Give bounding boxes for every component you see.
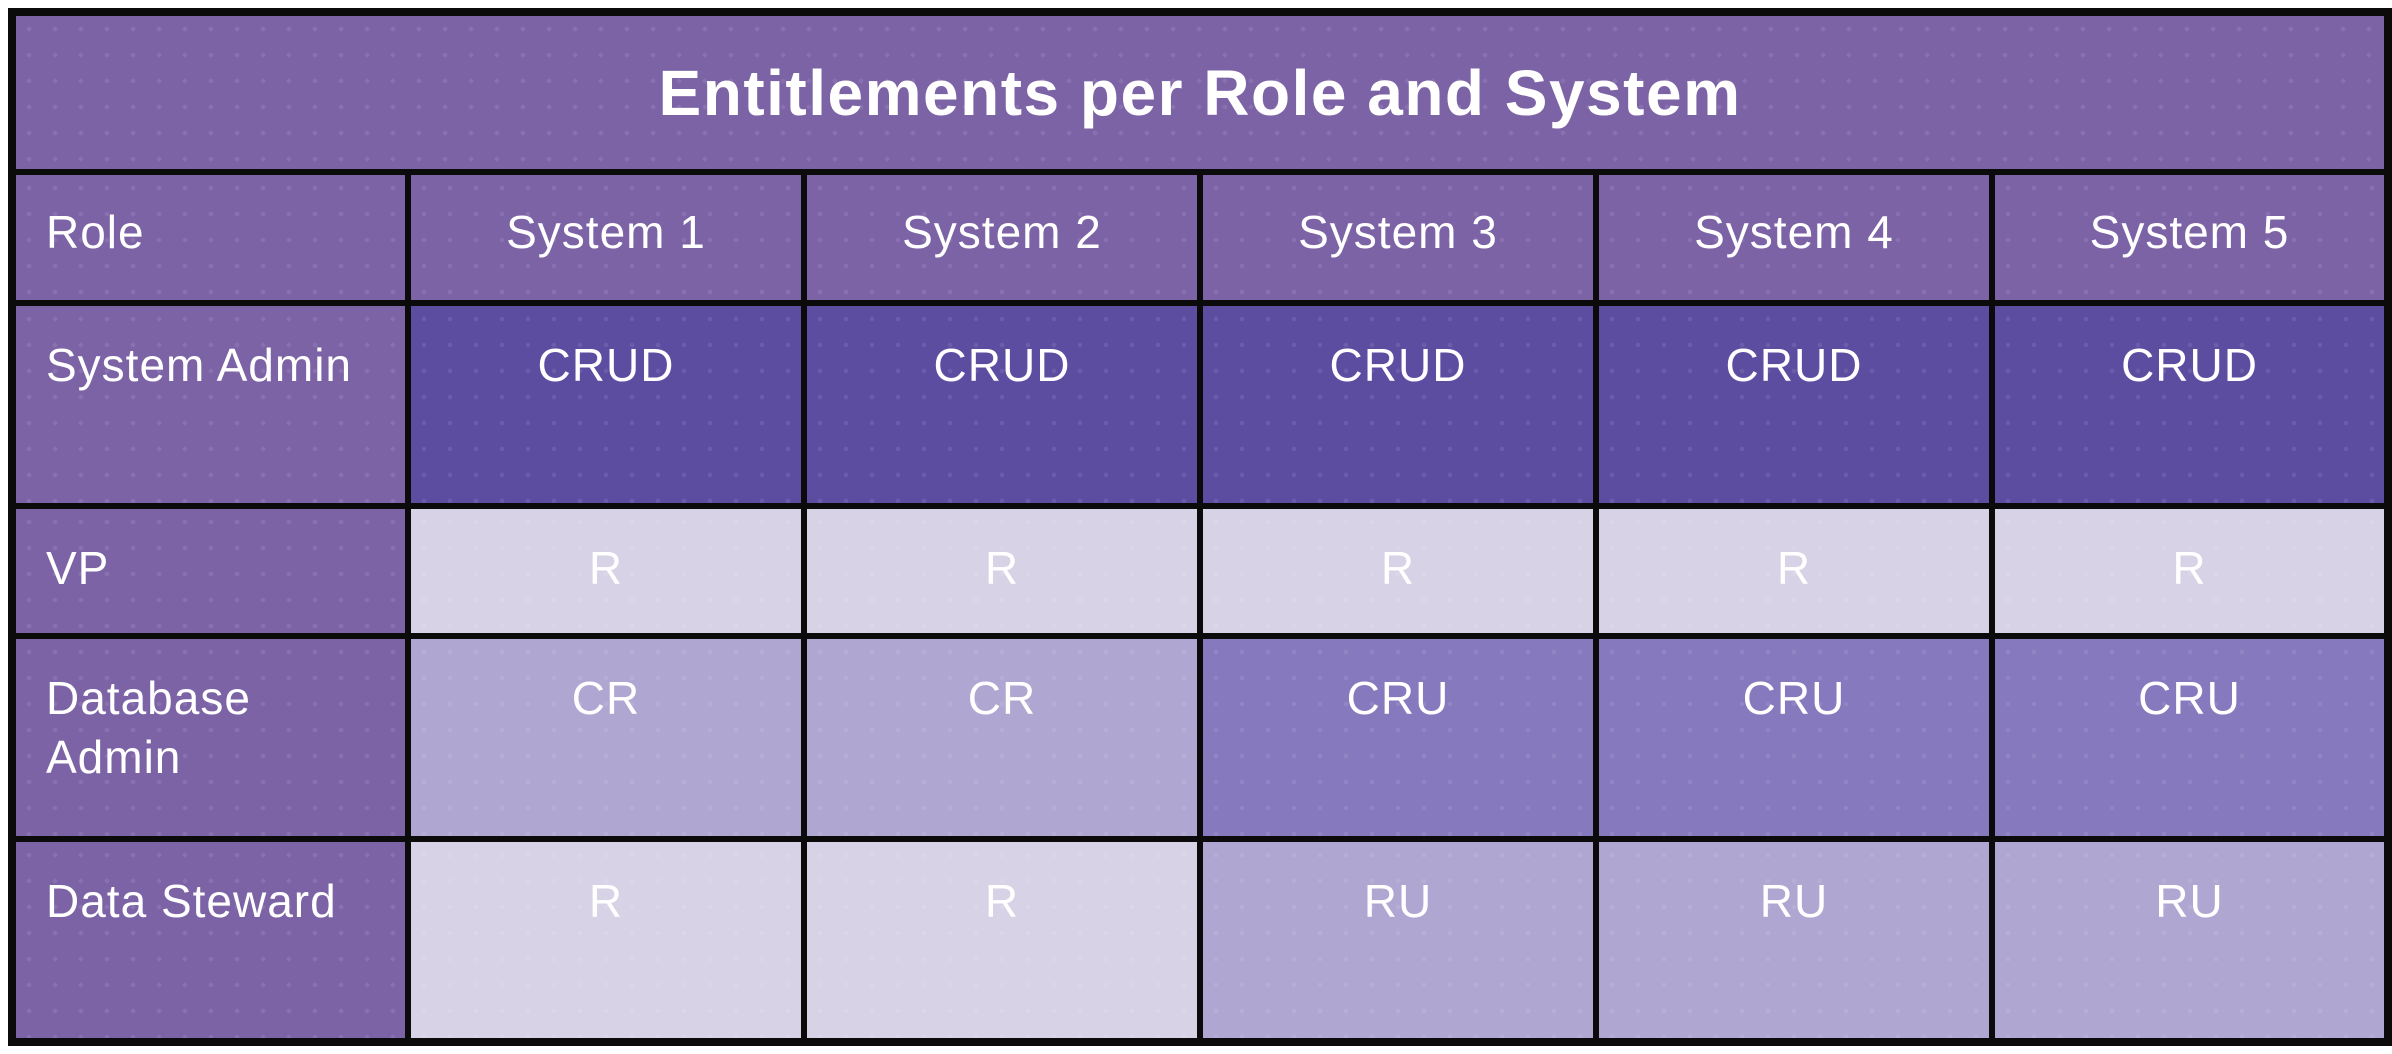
header-cell-role: Role (9, 169, 411, 306)
entitlement-cell: CRUD (405, 299, 807, 509)
entitlement-cell: R (405, 502, 807, 639)
header-cell-system-4: System 4 (1593, 169, 1995, 306)
entitlement-cell: RU (1593, 835, 1995, 1046)
table-row-data-steward: Data Steward R R RU RU RU (9, 835, 2392, 1046)
entitlements-table: Entitlements per Role and System Role Sy… (8, 8, 2392, 1046)
header-cell-system-3: System 3 (1197, 169, 1599, 306)
entitlement-cell: CRUD (1593, 299, 1995, 509)
entitlement-cell: CRU (1593, 632, 1995, 842)
table-row-vp: VP R R R R R (9, 502, 2392, 639)
header-cell-system-2: System 2 (801, 169, 1203, 306)
entitlement-cell: R (1593, 502, 1995, 639)
entitlement-cell: CR (801, 632, 1203, 842)
entitlement-cell: CRUD (1197, 299, 1599, 509)
entitlement-cell: CRUD (801, 299, 1203, 509)
header-cell-system-5: System 5 (1988, 169, 2392, 306)
entitlement-cell: CRUD (1988, 299, 2392, 509)
role-cell: System Admin (9, 299, 411, 509)
entitlement-cell: R (1988, 502, 2392, 639)
entitlement-cell: CR (405, 632, 807, 842)
entitlement-cell: R (405, 835, 807, 1046)
role-cell: VP (9, 502, 411, 639)
entitlement-cell: R (801, 502, 1203, 639)
table-row-database-admin: Database Admin CR CR CRU CRU CRU (9, 632, 2392, 842)
role-cell: Data Steward (9, 835, 411, 1046)
title-row: Entitlements per Role and System (8, 8, 2392, 176)
entitlement-cell: CRU (1988, 632, 2392, 842)
table-title: Entitlements per Role and System (8, 8, 2392, 176)
table-row-system-admin: System Admin CRUD CRUD CRUD CRUD CRUD (9, 299, 2392, 509)
header-row: Role System 1 System 2 System 3 System 4… (9, 169, 2392, 306)
entitlement-cell: RU (1988, 835, 2392, 1046)
entitlement-cell: CRU (1197, 632, 1599, 842)
header-cell-system-1: System 1 (405, 169, 807, 306)
role-cell: Database Admin (9, 632, 411, 842)
entitlement-cell: R (801, 835, 1203, 1046)
entitlement-cell: RU (1197, 835, 1599, 1046)
entitlement-cell: R (1197, 502, 1599, 639)
